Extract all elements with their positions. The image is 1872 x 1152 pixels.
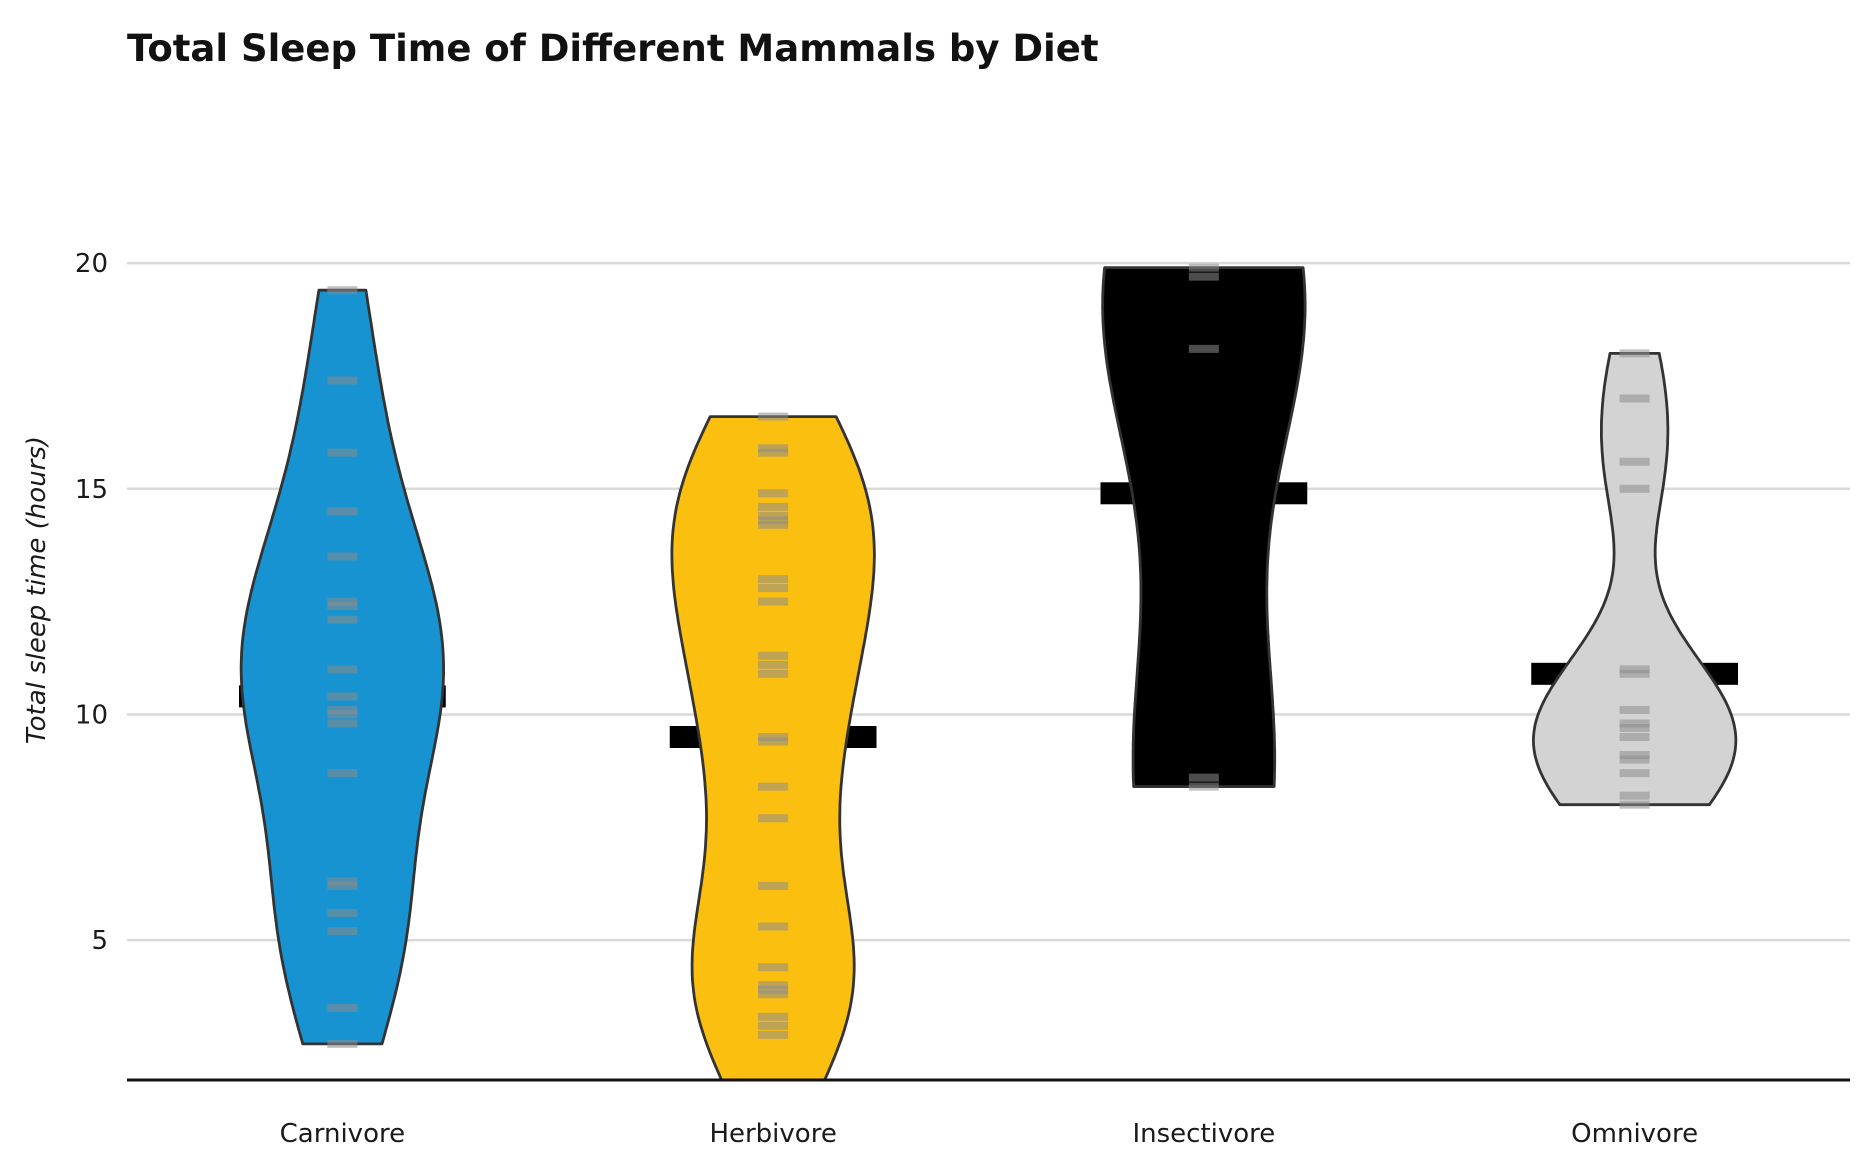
data-point-herbivore xyxy=(758,782,789,791)
y-tick-label: 15 xyxy=(75,475,108,505)
data-point-omnivore xyxy=(1619,769,1650,778)
data-point-herbivore xyxy=(758,737,789,746)
data-point-insectivore xyxy=(1188,782,1219,791)
data-point-herbivore xyxy=(758,1030,789,1039)
data-point-carnivore xyxy=(327,597,358,606)
data-point-carnivore xyxy=(327,877,358,886)
y-tick-label: 20 xyxy=(75,249,108,279)
data-point-herbivore xyxy=(758,814,789,823)
data-point-omnivore xyxy=(1619,723,1650,732)
data-point-carnivore xyxy=(327,665,358,674)
data-point-omnivore xyxy=(1619,665,1650,674)
data-point-omnivore xyxy=(1619,800,1650,809)
chart-title: Total Sleep Time of Different Mammals by… xyxy=(127,27,1099,70)
data-point-carnivore xyxy=(327,615,358,624)
x-tick-label-herbivore: Herbivore xyxy=(709,1119,836,1149)
data-point-herbivore xyxy=(758,669,789,678)
data-point-herbivore xyxy=(758,1021,789,1030)
data-point-carnivore xyxy=(327,769,358,778)
violins xyxy=(239,266,1738,1082)
data-point-omnivore xyxy=(1619,733,1650,742)
data-point-carnivore xyxy=(327,881,358,890)
median-bars xyxy=(238,482,1739,749)
data-point-herbivore xyxy=(758,881,789,890)
data-point-carnivore xyxy=(327,1039,358,1048)
violin-insectivore xyxy=(1101,266,1307,788)
data-point-omnivore xyxy=(1619,705,1650,714)
data-point-carnivore xyxy=(327,286,358,295)
data-point-omnivore xyxy=(1619,349,1650,358)
data-point-herbivore xyxy=(758,516,789,525)
data-point-carnivore xyxy=(327,719,358,728)
data-point-carnivore xyxy=(327,710,358,719)
x-tick-label-carnivore: Carnivore xyxy=(280,1119,405,1149)
data-point-omnivore xyxy=(1619,394,1650,403)
data-point-herbivore xyxy=(758,489,789,498)
y-tick-label: 5 xyxy=(91,926,108,956)
data-point-herbivore xyxy=(758,963,789,972)
data-point-omnivore xyxy=(1619,755,1650,764)
data-point-herbivore xyxy=(758,584,789,593)
violin-herbivore xyxy=(670,415,876,1082)
data-point-insectivore xyxy=(1188,773,1219,782)
data-point-carnivore xyxy=(327,705,358,714)
data-point-carnivore xyxy=(327,909,358,918)
data-point-carnivore xyxy=(327,927,358,936)
violin-omnivore xyxy=(1532,352,1738,807)
data-point-insectivore xyxy=(1188,263,1219,272)
data-point-omnivore xyxy=(1619,669,1650,678)
data-point-carnivore xyxy=(327,1003,358,1012)
data-point-herbivore xyxy=(758,922,789,931)
data-point-omnivore xyxy=(1619,719,1650,728)
data-point-carnivore xyxy=(327,376,358,385)
y-tick-labels: 5 10 15 20 xyxy=(75,249,108,956)
data-point-carnivore xyxy=(327,507,358,516)
x-tick-labels: Carnivore Herbivore Insectivore Omnivore xyxy=(280,1119,1698,1149)
data-point-herbivore xyxy=(758,597,789,606)
data-point-herbivore xyxy=(758,1012,789,1021)
data-point-omnivore xyxy=(1619,484,1650,493)
x-tick-label-insectivore: Insectivore xyxy=(1132,1119,1275,1149)
data-point-herbivore xyxy=(758,660,789,669)
data-points xyxy=(327,263,1650,1048)
y-axis-label: Total sleep time (hours) xyxy=(22,436,52,744)
y-tick-label: 10 xyxy=(75,700,108,730)
data-point-insectivore xyxy=(1188,272,1219,281)
data-point-herbivore xyxy=(758,651,789,660)
data-point-herbivore xyxy=(758,520,789,529)
data-point-insectivore xyxy=(1188,344,1219,353)
data-point-carnivore xyxy=(327,448,358,457)
data-point-omnivore xyxy=(1619,751,1650,760)
data-point-herbivore xyxy=(758,511,789,520)
data-point-carnivore xyxy=(327,552,358,561)
data-point-herbivore xyxy=(758,981,789,990)
x-tick-label-omnivore: Omnivore xyxy=(1571,1119,1698,1149)
data-point-herbivore xyxy=(758,444,789,453)
data-point-herbivore xyxy=(758,448,789,457)
data-point-herbivore xyxy=(758,985,789,994)
data-point-carnivore xyxy=(327,602,358,611)
data-point-omnivore xyxy=(1619,791,1650,800)
data-point-herbivore xyxy=(758,412,789,421)
data-point-omnivore xyxy=(1619,457,1650,466)
data-point-herbivore xyxy=(758,990,789,999)
data-point-herbivore xyxy=(758,575,789,584)
data-point-herbivore xyxy=(758,733,789,742)
data-point-herbivore xyxy=(758,502,789,511)
data-point-carnivore xyxy=(327,692,358,701)
